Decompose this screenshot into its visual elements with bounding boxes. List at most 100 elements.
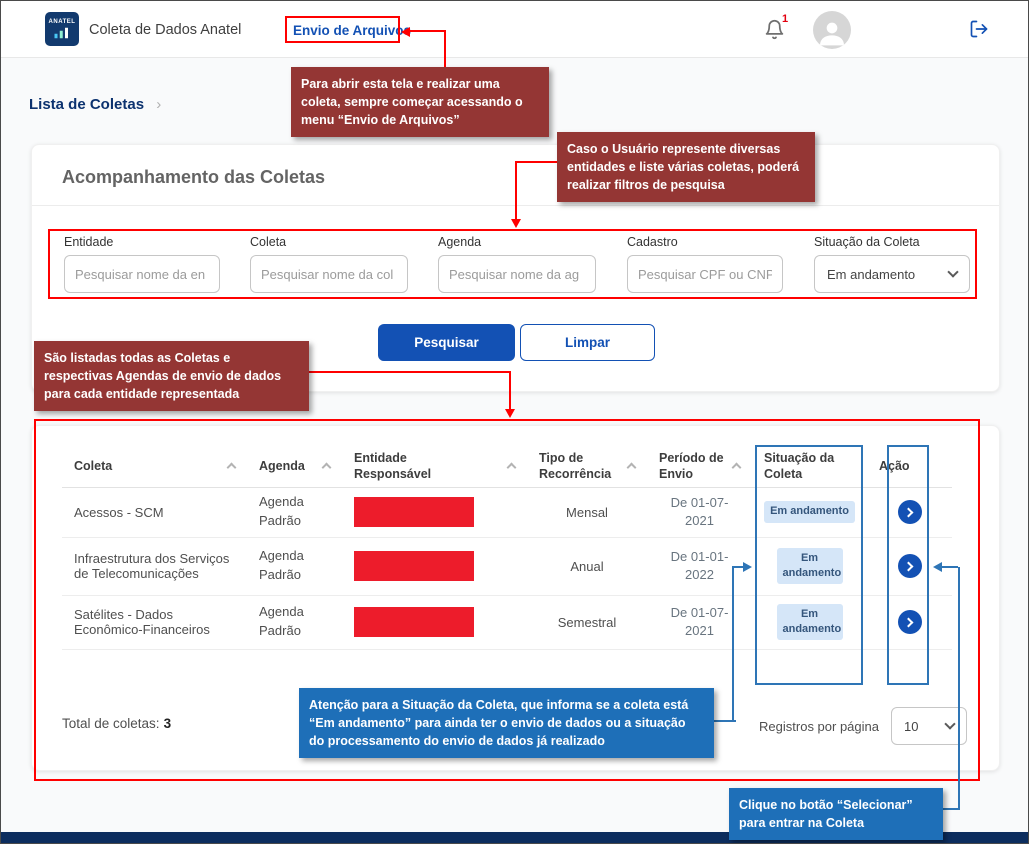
redacted-entity-block [354, 551, 474, 581]
selecionar-button[interactable] [897, 500, 922, 524]
pesquisar-button[interactable]: Pesquisar [378, 324, 515, 361]
cell-situacao: Em andamento [752, 595, 867, 650]
logo-chart-icon [54, 27, 68, 39]
total-count: Total de coletas: 3 [62, 716, 172, 731]
cell-tipo: Semestral [527, 595, 647, 650]
filter-agenda-label: Agenda [438, 235, 482, 249]
cell-agenda: Agenda Padrão [247, 595, 342, 650]
sort-caret-icon [226, 462, 237, 473]
cell-periodo: De 01-07-2021 [647, 487, 752, 538]
cell-coleta: Infraestrutura dos Serviços de Telecomun… [62, 537, 247, 596]
anatel-logo[interactable]: ANATEL [45, 12, 79, 46]
chevron-down-icon [944, 718, 956, 730]
user-icon [820, 22, 844, 46]
app-title: Coleta de Dados Anatel [89, 22, 242, 38]
status-badge: Em andamento [764, 501, 855, 523]
per-page-control: Registros por página 10 [759, 707, 967, 745]
filter-situacao: Situação da Coleta Em andamento [814, 235, 970, 293]
table-row[interactable]: Acessos - SCM Agenda Padrão Mensal De 01… [62, 487, 952, 538]
table-row[interactable]: Infraestrutura dos Serviços de Telecomun… [62, 537, 952, 596]
cell-periodo: De 01-01-2022 [647, 537, 752, 596]
col-header-agenda[interactable]: Agenda [247, 446, 342, 488]
card-title: Acompanhamento das Coletas [62, 167, 326, 187]
cell-acao [867, 595, 952, 650]
filter-entidade-label: Entidade [64, 235, 114, 249]
notifications-button[interactable]: 1 [764, 13, 792, 46]
selecionar-button[interactable] [897, 610, 922, 634]
per-page-label: Registros por página [759, 718, 879, 734]
status-badge: Em andamento [776, 547, 843, 585]
chevron-right-icon [903, 617, 913, 627]
selecionar-button[interactable] [897, 554, 922, 578]
callout-menu: Para abrir esta tela e realizar uma cole… [291, 67, 549, 138]
annotation-arrowhead [505, 409, 515, 418]
chevron-right-icon [903, 507, 913, 517]
divider [32, 205, 999, 206]
per-page-value: 10 [904, 718, 919, 734]
breadcrumb: Lista de Coletas › [29, 96, 161, 113]
coletas-table: Coleta Agenda Entidade Responsável Tipo … [62, 446, 952, 650]
cell-acao [867, 537, 952, 596]
filter-agenda: Agenda [438, 235, 596, 293]
filter-coleta: Coleta [250, 235, 408, 293]
notification-badge: 1 [782, 13, 789, 25]
col-header-acao: Ação [867, 446, 952, 488]
footer-strip [1, 832, 1028, 843]
table-header-row: Coleta Agenda Entidade Responsável Tipo … [62, 446, 952, 488]
sort-caret-icon [506, 462, 517, 473]
breadcrumb-lista-de-coletas[interactable]: Lista de Coletas [29, 96, 145, 113]
filter-entidade: Entidade [64, 235, 220, 293]
cell-agenda: Agenda Padrão [247, 537, 342, 596]
col-header-situacao[interactable]: Situação da Coleta [752, 446, 867, 488]
avatar[interactable] [813, 11, 851, 49]
logo-text: ANATEL [48, 19, 76, 25]
sort-caret-icon [731, 462, 742, 473]
redacted-entity-block [354, 497, 474, 527]
status-badge: Em andamento [776, 603, 843, 641]
nav-envio-de-arquivos[interactable]: Envio de Arquivos [293, 23, 412, 38]
total-value: 3 [163, 716, 172, 731]
filter-agenda-input[interactable] [438, 255, 596, 293]
situacao-select-value: Em andamento [827, 266, 916, 282]
chevron-down-icon [947, 266, 959, 278]
filter-cadastro-input[interactable] [627, 255, 783, 293]
cell-acao [867, 487, 952, 538]
cell-coleta: Satélites - Dados Econômico-Financeiros [62, 595, 247, 650]
logout-icon [970, 20, 988, 38]
col-header-tipo-recorrencia[interactable]: Tipo de Recorrência [527, 446, 647, 488]
bell-icon [765, 19, 784, 40]
cell-situacao: Em andamento [752, 487, 867, 538]
filter-cadastro-label: Cadastro [627, 235, 678, 249]
cell-tipo: Mensal [527, 487, 647, 538]
filter-cadastro: Cadastro [627, 235, 783, 293]
cell-entidade [342, 487, 527, 538]
filters-card: Acompanhamento das Coletas Entidade Cole… [31, 144, 1000, 392]
filter-coleta-label: Coleta [250, 235, 287, 249]
filter-coleta-input[interactable] [250, 255, 408, 293]
cell-entidade [342, 595, 527, 650]
sort-caret-icon [321, 462, 332, 473]
col-header-coleta[interactable]: Coleta [62, 446, 247, 488]
top-header: ANATEL Coleta de Dados Anatel Envio de A… [1, 1, 1028, 58]
situacao-select[interactable]: Em andamento [814, 255, 970, 293]
annotation-connector-line [943, 808, 960, 810]
redacted-entity-block [354, 607, 474, 637]
filter-situacao-label: Situação da Coleta [814, 235, 920, 249]
cell-periodo: De 01-07-2021 [647, 595, 752, 650]
filter-entidade-input[interactable] [64, 255, 220, 293]
cell-tipo: Anual [527, 537, 647, 596]
col-header-periodo-envio[interactable]: Período de Envio [647, 446, 752, 488]
per-page-select[interactable]: 10 [891, 707, 967, 745]
cell-entidade [342, 537, 527, 596]
limpar-button[interactable]: Limpar [520, 324, 655, 361]
logout-button[interactable] [969, 19, 991, 41]
sort-caret-icon [626, 462, 637, 473]
cell-agenda: Agenda Padrão [247, 487, 342, 538]
results-card: Coleta Agenda Entidade Responsável Tipo … [31, 425, 1000, 771]
breadcrumb-separator: › [156, 96, 162, 113]
col-header-entidade[interactable]: Entidade Responsável [342, 446, 527, 488]
table-row[interactable]: Satélites - Dados Econômico-Financeiros … [62, 595, 952, 650]
cell-coleta: Acessos - SCM [62, 487, 247, 538]
chevron-right-icon [903, 561, 913, 571]
